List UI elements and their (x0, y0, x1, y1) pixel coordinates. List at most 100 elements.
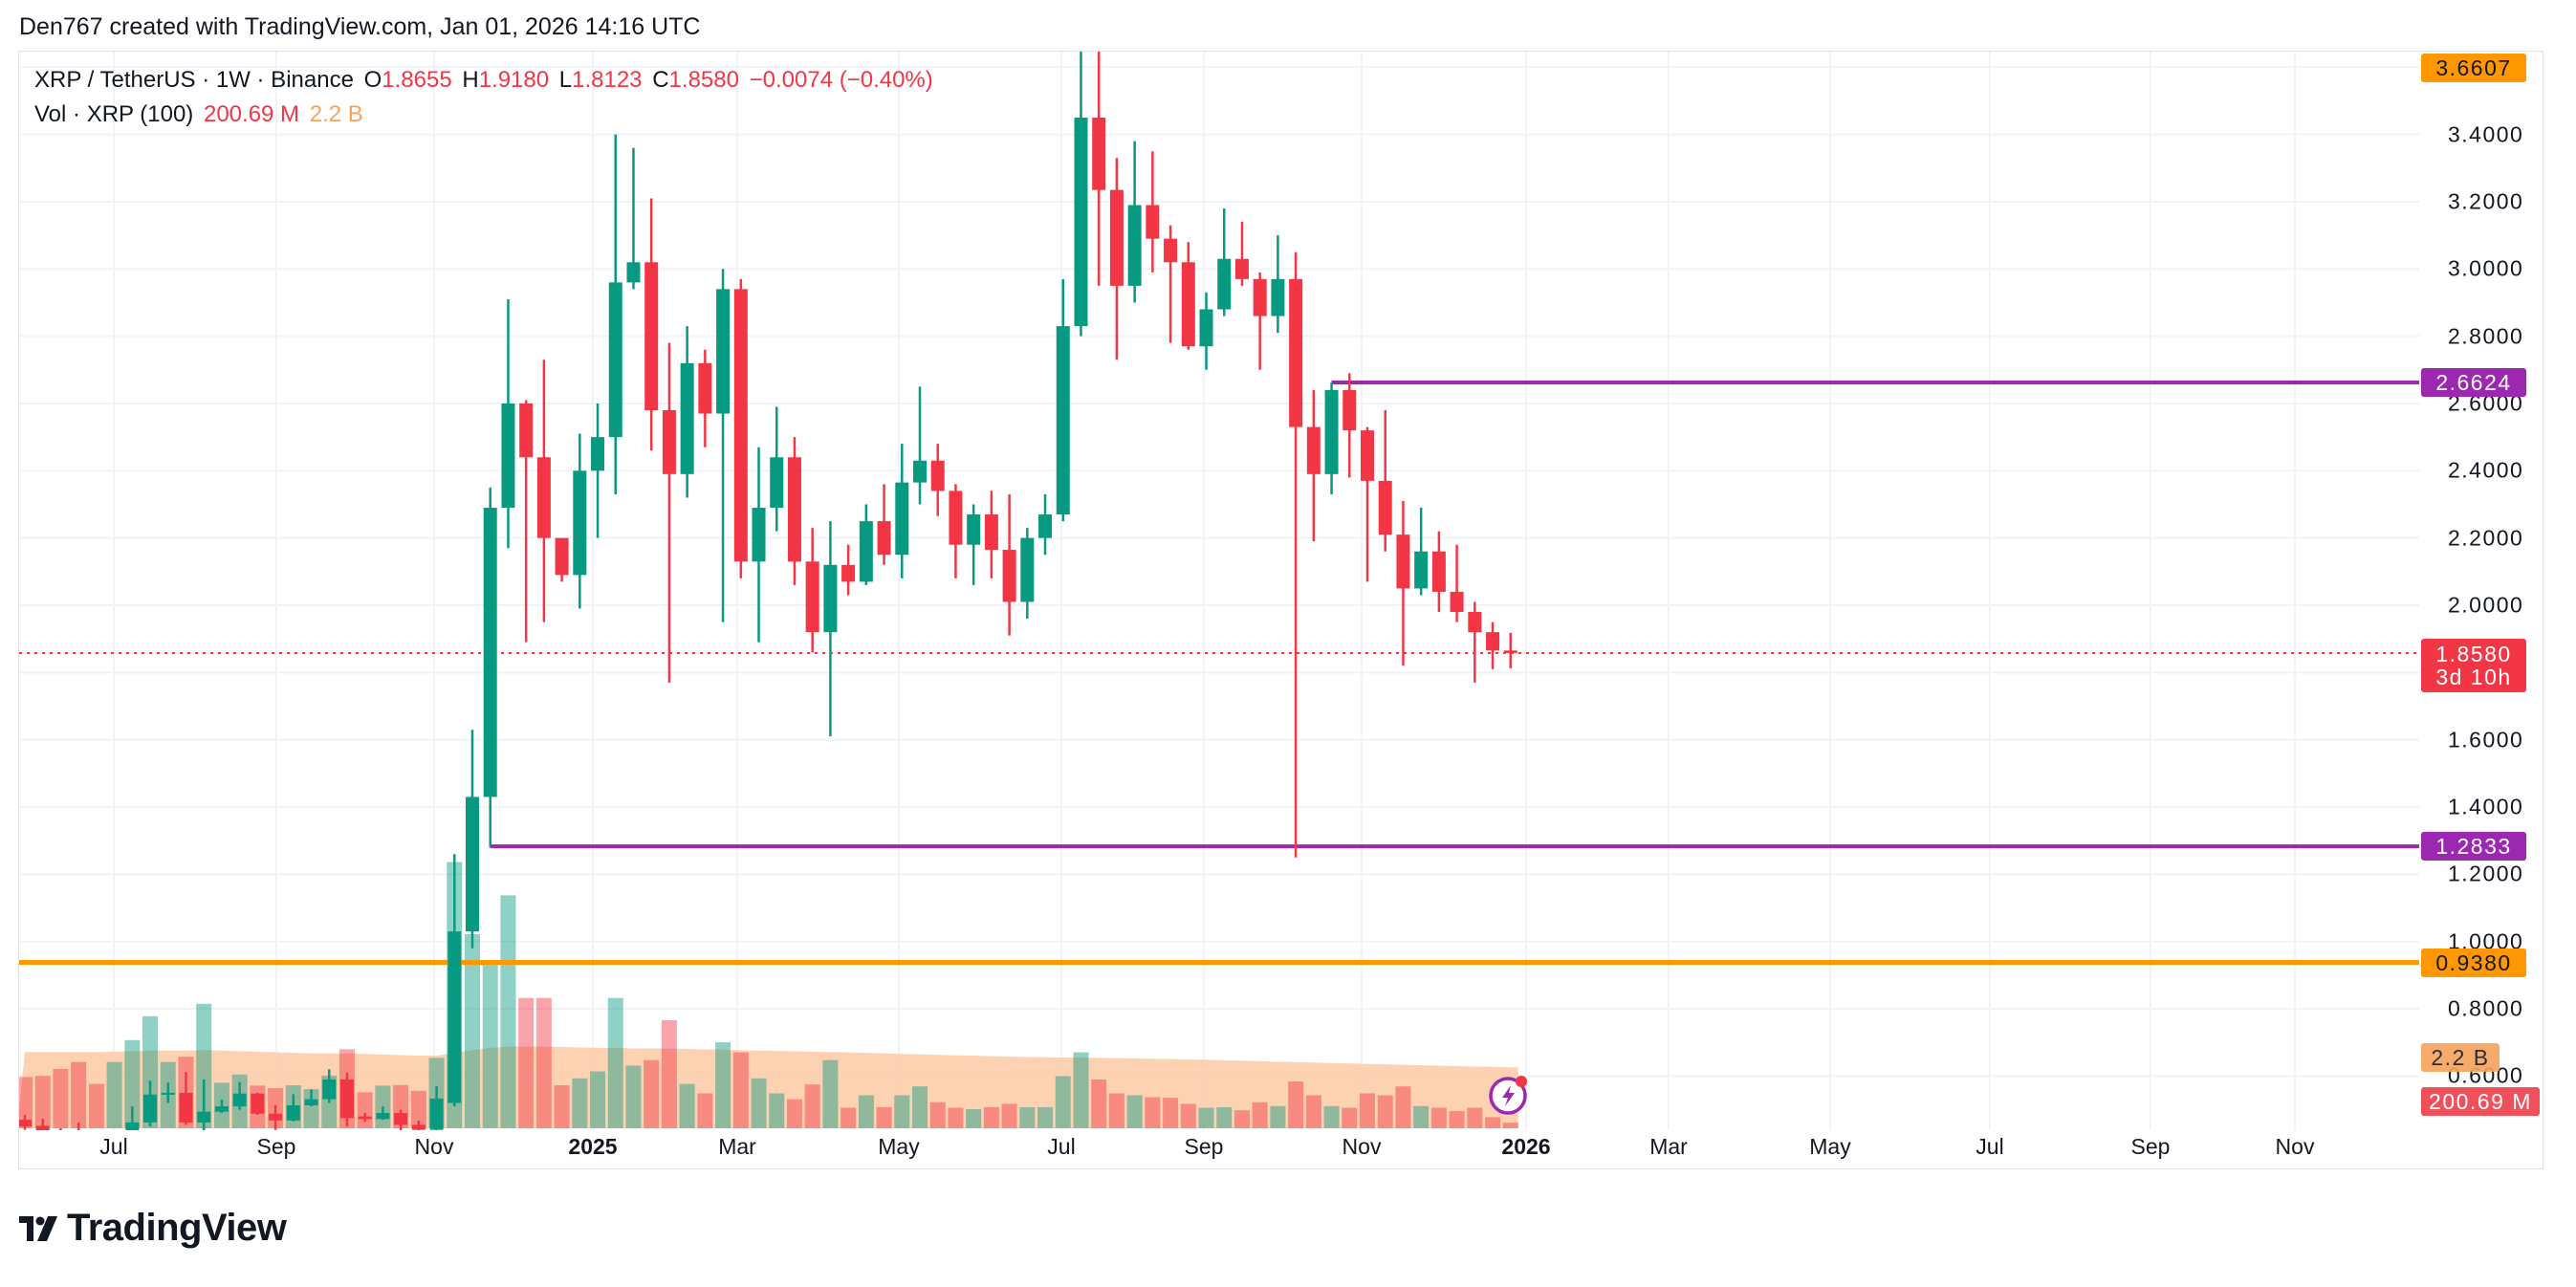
volume-bar (303, 1089, 319, 1128)
candle-body (787, 457, 801, 562)
open-value: 1.8655 (382, 67, 452, 93)
last-price-tag: 1.8580 3d 10h (2421, 638, 2526, 692)
volume-bar (1502, 1123, 1518, 1128)
candle-body (644, 262, 659, 411)
candle (197, 1079, 211, 1130)
candle-body (394, 1113, 408, 1125)
time-axis-label: Sep (1184, 1134, 1224, 1159)
lightning-event-icon[interactable] (1487, 1073, 1531, 1117)
candle-body (752, 508, 766, 562)
volume-legend[interactable]: Vol · XRP (100) 200.69 M 2.2 B (34, 101, 367, 128)
volume-bar (465, 934, 480, 1128)
candle-body (286, 1104, 300, 1121)
candle (1468, 601, 1482, 683)
volume-bar (948, 1107, 964, 1128)
time-axis-label: Nov (2275, 1134, 2315, 1159)
candle (251, 1092, 265, 1115)
candle (859, 504, 873, 585)
candle (1289, 251, 1303, 858)
price-axis-label: 0.8000 (2448, 995, 2524, 1021)
candle (805, 528, 819, 653)
symbol-legend[interactable]: XRP / TetherUS · 1W · Binance O1.8655 H1… (34, 67, 937, 94)
volume-bar (53, 1068, 69, 1128)
volume-bar (1288, 1080, 1304, 1128)
resistance-price-tag: 2.6624 (2421, 368, 2526, 398)
candle-body (339, 1079, 354, 1119)
candle (573, 433, 587, 609)
volume-bar (1073, 1052, 1089, 1128)
volume-bar (1485, 1117, 1501, 1128)
candle (1271, 235, 1285, 334)
candle (787, 437, 801, 585)
volume-bar (1467, 1107, 1483, 1128)
volume-bar (1305, 1095, 1321, 1128)
volume-ma-area (19, 1046, 1518, 1128)
candle-body (1038, 514, 1053, 538)
candle-body (1074, 118, 1088, 327)
candle-body (1127, 205, 1142, 286)
candle (1056, 278, 1070, 522)
candle (125, 1106, 140, 1130)
candle (1503, 632, 1517, 669)
candle (770, 406, 784, 532)
candle (680, 326, 694, 498)
candle (1234, 222, 1249, 286)
candle-body (626, 262, 641, 283)
candle (1164, 225, 1178, 343)
candles (19, 52, 1517, 1130)
candle (1324, 382, 1339, 494)
candle (19, 1114, 32, 1130)
volume-bar (1198, 1107, 1214, 1128)
high-value: 1.9180 (478, 67, 550, 93)
candle-body (1378, 480, 1392, 535)
candle (1486, 622, 1500, 669)
volume-bar (500, 895, 516, 1128)
candle-body (161, 1092, 175, 1095)
candle (161, 1082, 175, 1103)
volume-bar (840, 1107, 857, 1128)
volume-bar (1091, 1079, 1107, 1128)
candle (841, 544, 856, 596)
candle-body (232, 1093, 247, 1107)
candle (913, 386, 927, 505)
volume-bar (572, 1078, 588, 1128)
candle-body (483, 508, 497, 797)
volume-bar (661, 1019, 677, 1128)
attribution-text: Den767 created with TradingView.com, Jan… (19, 13, 701, 40)
candle (1378, 410, 1392, 552)
time-axis-label: 2025 (568, 1134, 618, 1159)
candle (59, 1127, 62, 1130)
candle-body (466, 796, 479, 932)
close-value: 1.8580 (668, 67, 739, 93)
candle (1361, 426, 1374, 582)
candle (1020, 528, 1035, 620)
candle (1253, 272, 1267, 370)
volume-bar (858, 1095, 874, 1128)
volume-bar (966, 1108, 982, 1128)
candle-body (913, 460, 927, 483)
volume-bar (1323, 1105, 1340, 1128)
volume-last-tag: 200.69 M (2421, 1087, 2540, 1116)
candle (483, 487, 497, 848)
volume-bar (607, 997, 623, 1128)
candle-body (143, 1094, 158, 1123)
volume-bar (88, 1083, 104, 1128)
candle-body (698, 362, 712, 414)
volume-bar (786, 1099, 802, 1128)
candle (1002, 493, 1016, 636)
volume-bar (625, 1065, 642, 1128)
candle (1431, 531, 1446, 613)
candle (895, 444, 909, 578)
price-axis-label: 1.2000 (2448, 861, 2524, 886)
candle-body (1146, 205, 1160, 239)
change-value: −0.0074 (−0.40%) (749, 67, 933, 93)
price-axis-label: 3.0000 (2448, 255, 2524, 281)
volume-bar (876, 1106, 892, 1128)
candle-body (519, 403, 534, 458)
candle (698, 349, 712, 447)
volume-value: 200.69 M (203, 101, 300, 127)
tradingview-logo[interactable]: TradingView (19, 1207, 287, 1250)
level-price-tag: 0.9380 (2421, 948, 2526, 977)
candle (716, 269, 731, 622)
